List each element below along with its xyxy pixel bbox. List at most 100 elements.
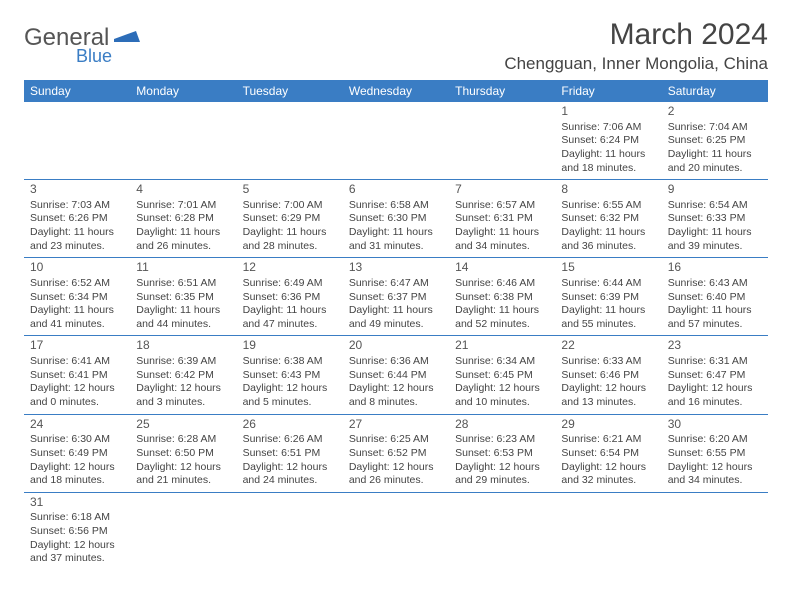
daylight-text: Daylight: 12 hours and 26 minutes. xyxy=(349,461,443,488)
title-block: March 2024 Chengguan, Inner Mongolia, Ch… xyxy=(504,18,768,74)
day-number: 17 xyxy=(30,338,124,354)
page-title: March 2024 xyxy=(504,18,768,52)
sunset-text: Sunset: 6:25 PM xyxy=(668,134,762,148)
day-header-row: SundayMondayTuesdayWednesdayThursdayFrid… xyxy=(24,80,768,102)
week-row: 10Sunrise: 6:52 AMSunset: 6:34 PMDayligh… xyxy=(24,258,768,336)
daylight-text: Daylight: 12 hours and 34 minutes. xyxy=(668,461,762,488)
day-cell xyxy=(237,102,343,180)
sunrise-text: Sunrise: 6:28 AM xyxy=(136,433,230,447)
sunrise-text: Sunrise: 6:34 AM xyxy=(455,355,549,369)
day-number: 6 xyxy=(349,182,443,198)
day-cell: 15Sunrise: 6:44 AMSunset: 6:39 PMDayligh… xyxy=(555,258,661,336)
daylight-text: Daylight: 11 hours and 57 minutes. xyxy=(668,304,762,331)
sunrise-text: Sunrise: 7:04 AM xyxy=(668,121,762,135)
day-cell: 16Sunrise: 6:43 AMSunset: 6:40 PMDayligh… xyxy=(662,258,768,336)
day-cell: 2Sunrise: 7:04 AMSunset: 6:25 PMDaylight… xyxy=(662,102,768,180)
daylight-text: Daylight: 11 hours and 28 minutes. xyxy=(243,226,337,253)
day-header: Saturday xyxy=(662,80,768,102)
daylight-text: Daylight: 12 hours and 18 minutes. xyxy=(30,461,124,488)
sunset-text: Sunset: 6:37 PM xyxy=(349,291,443,305)
sunset-text: Sunset: 6:54 PM xyxy=(561,447,655,461)
day-number: 7 xyxy=(455,182,549,198)
day-number: 14 xyxy=(455,260,549,276)
sunset-text: Sunset: 6:52 PM xyxy=(349,447,443,461)
day-number: 23 xyxy=(668,338,762,354)
sunset-text: Sunset: 6:49 PM xyxy=(30,447,124,461)
sunset-text: Sunset: 6:31 PM xyxy=(455,212,549,226)
day-cell xyxy=(449,102,555,180)
day-header: Thursday xyxy=(449,80,555,102)
day-cell: 10Sunrise: 6:52 AMSunset: 6:34 PMDayligh… xyxy=(24,258,130,336)
sunrise-text: Sunrise: 6:41 AM xyxy=(30,355,124,369)
week-row: 1Sunrise: 7:06 AMSunset: 6:24 PMDaylight… xyxy=(24,102,768,180)
day-cell: 24Sunrise: 6:30 AMSunset: 6:49 PMDayligh… xyxy=(24,414,130,492)
day-number: 11 xyxy=(136,260,230,276)
daylight-text: Daylight: 11 hours and 23 minutes. xyxy=(30,226,124,253)
day-number: 18 xyxy=(136,338,230,354)
calendar-body: 1Sunrise: 7:06 AMSunset: 6:24 PMDaylight… xyxy=(24,102,768,570)
day-number: 8 xyxy=(561,182,655,198)
day-number: 29 xyxy=(561,417,655,433)
day-number: 31 xyxy=(30,495,124,511)
daylight-text: Daylight: 12 hours and 21 minutes. xyxy=(136,461,230,488)
day-cell: 22Sunrise: 6:33 AMSunset: 6:46 PMDayligh… xyxy=(555,336,661,414)
day-cell: 6Sunrise: 6:58 AMSunset: 6:30 PMDaylight… xyxy=(343,180,449,258)
sunset-text: Sunset: 6:29 PM xyxy=(243,212,337,226)
daylight-text: Daylight: 12 hours and 3 minutes. xyxy=(136,382,230,409)
sunrise-text: Sunrise: 6:23 AM xyxy=(455,433,549,447)
sunrise-text: Sunrise: 6:31 AM xyxy=(668,355,762,369)
sunrise-text: Sunrise: 6:43 AM xyxy=(668,277,762,291)
week-row: 3Sunrise: 7:03 AMSunset: 6:26 PMDaylight… xyxy=(24,180,768,258)
day-number: 20 xyxy=(349,338,443,354)
daylight-text: Daylight: 11 hours and 55 minutes. xyxy=(561,304,655,331)
day-number: 28 xyxy=(455,417,549,433)
day-cell xyxy=(24,102,130,180)
sunset-text: Sunset: 6:39 PM xyxy=(561,291,655,305)
sunset-text: Sunset: 6:24 PM xyxy=(561,134,655,148)
day-cell: 23Sunrise: 6:31 AMSunset: 6:47 PMDayligh… xyxy=(662,336,768,414)
daylight-text: Daylight: 12 hours and 37 minutes. xyxy=(30,539,124,566)
sunset-text: Sunset: 6:55 PM xyxy=(668,447,762,461)
week-row: 31Sunrise: 6:18 AMSunset: 6:56 PMDayligh… xyxy=(24,492,768,570)
sunset-text: Sunset: 6:53 PM xyxy=(455,447,549,461)
sunrise-text: Sunrise: 6:20 AM xyxy=(668,433,762,447)
sunrise-text: Sunrise: 6:47 AM xyxy=(349,277,443,291)
day-number: 10 xyxy=(30,260,124,276)
sunrise-text: Sunrise: 6:26 AM xyxy=(243,433,337,447)
day-number: 1 xyxy=(561,104,655,120)
sunrise-text: Sunrise: 7:01 AM xyxy=(136,199,230,213)
day-cell xyxy=(343,102,449,180)
daylight-text: Daylight: 12 hours and 16 minutes. xyxy=(668,382,762,409)
day-cell: 11Sunrise: 6:51 AMSunset: 6:35 PMDayligh… xyxy=(130,258,236,336)
logo: General Blue xyxy=(24,18,140,67)
sunset-text: Sunset: 6:26 PM xyxy=(30,212,124,226)
sunset-text: Sunset: 6:45 PM xyxy=(455,369,549,383)
sunrise-text: Sunrise: 6:30 AM xyxy=(30,433,124,447)
day-number: 4 xyxy=(136,182,230,198)
day-number: 30 xyxy=(668,417,762,433)
daylight-text: Daylight: 11 hours and 47 minutes. xyxy=(243,304,337,331)
day-header: Wednesday xyxy=(343,80,449,102)
day-cell: 30Sunrise: 6:20 AMSunset: 6:55 PMDayligh… xyxy=(662,414,768,492)
week-row: 17Sunrise: 6:41 AMSunset: 6:41 PMDayligh… xyxy=(24,336,768,414)
sunrise-text: Sunrise: 7:00 AM xyxy=(243,199,337,213)
sunrise-text: Sunrise: 6:36 AM xyxy=(349,355,443,369)
day-cell: 4Sunrise: 7:01 AMSunset: 6:28 PMDaylight… xyxy=(130,180,236,258)
day-cell: 5Sunrise: 7:00 AMSunset: 6:29 PMDaylight… xyxy=(237,180,343,258)
sunrise-text: Sunrise: 6:25 AM xyxy=(349,433,443,447)
day-number: 12 xyxy=(243,260,337,276)
daylight-text: Daylight: 11 hours and 44 minutes. xyxy=(136,304,230,331)
day-cell: 28Sunrise: 6:23 AMSunset: 6:53 PMDayligh… xyxy=(449,414,555,492)
sunrise-text: Sunrise: 6:58 AM xyxy=(349,199,443,213)
sunrise-text: Sunrise: 6:33 AM xyxy=(561,355,655,369)
day-cell: 19Sunrise: 6:38 AMSunset: 6:43 PMDayligh… xyxy=(237,336,343,414)
daylight-text: Daylight: 12 hours and 32 minutes. xyxy=(561,461,655,488)
sunset-text: Sunset: 6:44 PM xyxy=(349,369,443,383)
day-number: 2 xyxy=(668,104,762,120)
day-number: 24 xyxy=(30,417,124,433)
sunset-text: Sunset: 6:32 PM xyxy=(561,212,655,226)
sunrise-text: Sunrise: 6:18 AM xyxy=(30,511,124,525)
day-number: 27 xyxy=(349,417,443,433)
day-number: 26 xyxy=(243,417,337,433)
day-number: 15 xyxy=(561,260,655,276)
